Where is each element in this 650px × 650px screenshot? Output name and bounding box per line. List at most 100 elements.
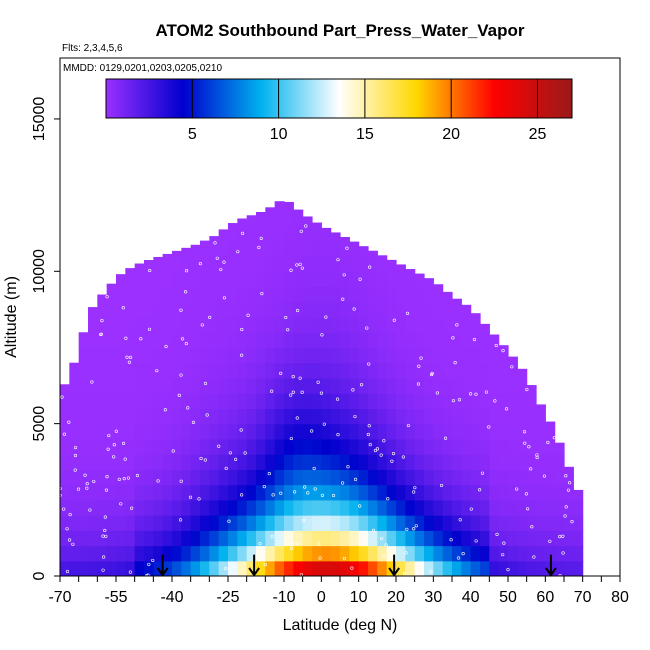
- heatmap-cell: [377, 332, 388, 349]
- heatmap-cell: [228, 408, 238, 425]
- heatmap-cell: [274, 271, 285, 288]
- sample-point: [548, 539, 552, 543]
- heatmap-cell: [302, 515, 313, 531]
- heatmap-cell: [265, 515, 276, 531]
- heatmap-cell: [368, 499, 378, 516]
- heatmap-cell: [452, 530, 462, 547]
- heatmap-cell: [162, 408, 173, 425]
- heatmap-cell: [116, 347, 126, 364]
- heatmap-cell: [377, 454, 388, 470]
- heatmap-cell: [433, 408, 444, 425]
- heatmap-cell: [172, 423, 182, 440]
- heatmap-cell: [349, 515, 360, 531]
- heatmap-cell: [526, 515, 537, 531]
- heatmap-cell: [564, 469, 574, 486]
- sample-point: [351, 388, 355, 392]
- sample-point: [532, 555, 536, 559]
- sample-point: [564, 474, 568, 478]
- heatmap-cell: [125, 271, 136, 288]
- heatmap-cell: [517, 408, 528, 425]
- heatmap-cell: [368, 256, 378, 272]
- heatmap-cell: [330, 530, 341, 547]
- heatmap-cell: [97, 377, 108, 394]
- x-tick-label: -55: [104, 589, 127, 606]
- heatmap-cell: [321, 332, 332, 349]
- heatmap-cell: [97, 499, 108, 516]
- heatmap-cell: [190, 499, 201, 516]
- heatmap-cell: [88, 560, 98, 576]
- heatmap-cell: [340, 237, 350, 242]
- heatmap-cell: [536, 408, 546, 425]
- heatmap-cell: [358, 347, 369, 364]
- heatmap-cell: [330, 240, 341, 257]
- heatmap-cell: [405, 560, 416, 576]
- heatmap-cell: [312, 484, 322, 501]
- heatmap-cell: [498, 484, 509, 501]
- sample-point: [257, 245, 261, 250]
- sample-point: [179, 308, 183, 312]
- heatmap-cell: [442, 408, 453, 425]
- heatmap-cell: [461, 393, 472, 410]
- heatmap-cell: [414, 393, 425, 410]
- sample-point: [331, 493, 336, 498]
- heatmap-cell: [312, 362, 322, 379]
- heatmap-cell: [358, 438, 369, 455]
- sample-point: [232, 564, 236, 569]
- sample-point: [290, 546, 294, 551]
- sample-point: [501, 553, 505, 557]
- heatmap-cell: [284, 469, 294, 486]
- heatmap-cell: [256, 271, 266, 288]
- x-tick-label: 80: [611, 589, 629, 606]
- heatmap-cell: [209, 347, 220, 364]
- colorbar: 5 10 15 20 25: [105, 78, 573, 143]
- heatmap-cell: [162, 271, 173, 288]
- heatmap-cell: [200, 423, 210, 440]
- heatmap-cell: [312, 560, 322, 576]
- heatmap-cell: [78, 423, 89, 440]
- heatmap-cell: [405, 269, 416, 272]
- sample-point: [439, 483, 444, 488]
- heatmap-cell: [321, 560, 332, 576]
- heatmap-cell: [144, 499, 154, 516]
- heatmap-cell: [153, 499, 164, 516]
- sample-point: [412, 490, 416, 494]
- heatmap-cell: [433, 301, 444, 318]
- heatmap-cell: [237, 256, 248, 272]
- heatmap-cell: [209, 317, 220, 333]
- heatmap-cell: [358, 332, 369, 349]
- heatmap-cell: [274, 317, 285, 333]
- heatmap-cell: [200, 271, 210, 288]
- heatmap-cell: [265, 286, 276, 303]
- sample-point: [345, 246, 349, 250]
- heatmap-cell: [60, 515, 70, 531]
- heatmap-cell: [405, 499, 416, 516]
- heatmap-cell: [106, 283, 117, 288]
- heatmap-cell: [470, 515, 481, 531]
- sample-point: [341, 297, 345, 301]
- sample-point: [359, 383, 364, 387]
- sample-point: [234, 457, 238, 461]
- heatmap-cell: [470, 545, 481, 562]
- heatmap-cell: [181, 423, 192, 440]
- heatmap-cell: [461, 362, 472, 379]
- heatmap-cell: [433, 423, 444, 440]
- heatmap-cell: [256, 423, 266, 440]
- sample-point: [103, 515, 107, 519]
- heatmap-cell: [153, 423, 164, 440]
- heatmap-cell: [554, 560, 565, 576]
- heatmap-cell: [536, 469, 546, 486]
- heatmap-cell: [144, 377, 154, 394]
- heatmap-cell: [312, 545, 322, 562]
- sample-point: [224, 466, 228, 470]
- heatmap-cell: [358, 246, 369, 257]
- heatmap-cell: [377, 408, 388, 425]
- heatmap-cell: [181, 301, 192, 318]
- heatmap-cell: [284, 545, 294, 562]
- heatmap-cell: [274, 347, 285, 364]
- heatmap-cell: [526, 530, 537, 547]
- sample-point: [208, 315, 212, 319]
- heatmap-cell: [172, 317, 182, 333]
- heatmap-cell: [358, 377, 369, 394]
- heatmap-cell: [256, 545, 266, 562]
- heatmap-cell: [274, 454, 285, 470]
